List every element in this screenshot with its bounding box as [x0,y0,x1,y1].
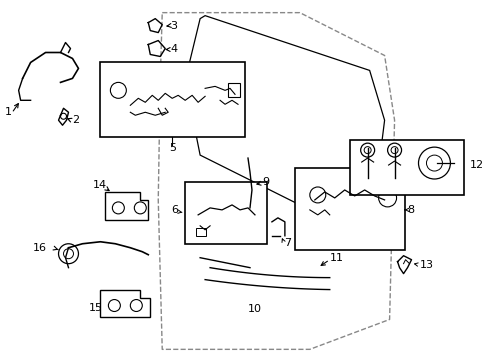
Text: 6: 6 [171,205,178,215]
Text: 1: 1 [5,107,12,117]
Bar [185,182,267,244]
Text: 2: 2 [73,115,79,125]
Bar [100,62,245,137]
Text: 3: 3 [170,21,177,31]
Text: 8: 8 [408,205,415,215]
Text: 16: 16 [33,243,47,253]
Text: 14: 14 [93,180,106,190]
Bar [295,168,405,250]
Text: 5: 5 [169,143,176,153]
Text: 12: 12 [469,160,484,170]
Bar [196,228,206,236]
Text: 4: 4 [170,44,177,54]
Text: 7: 7 [284,238,291,248]
Text: 13: 13 [419,260,434,270]
Text: 10: 10 [248,305,262,315]
Text: 11: 11 [330,253,344,263]
Bar [228,84,240,97]
Text: 15: 15 [89,302,102,312]
Bar [350,140,465,195]
Text: 9: 9 [262,177,269,187]
